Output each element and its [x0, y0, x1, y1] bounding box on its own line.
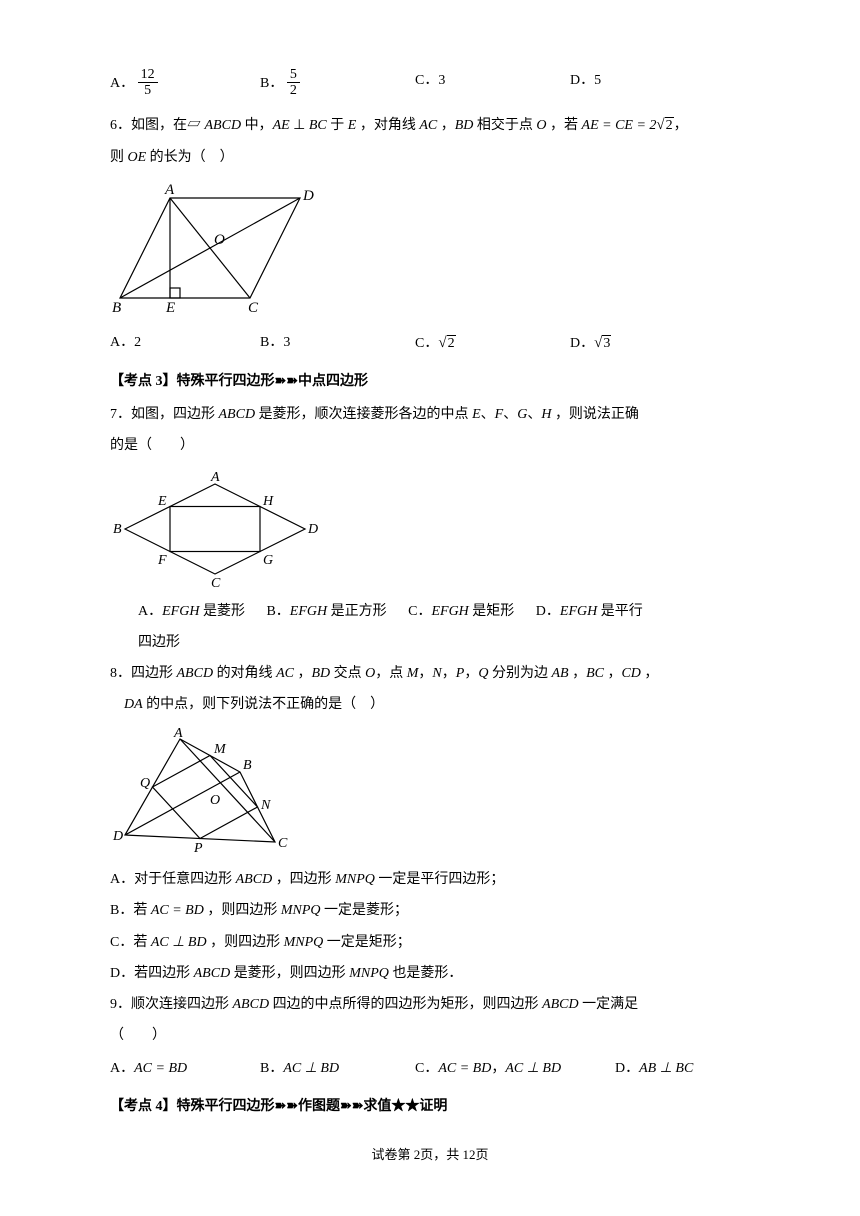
q9-opt-c: C．AC = BD，AC ⊥ BD — [415, 1056, 615, 1081]
q7-figure: A D C B E H F G — [110, 469, 750, 589]
fraction-12-5: 12 5 — [138, 67, 158, 99]
q5-opt-a: A． 12 5 — [110, 68, 260, 100]
svg-text:O: O — [210, 793, 220, 808]
q6-figure: A D B C E O — [110, 180, 750, 320]
q8-opt-d: D．若四边形 ABCD 是菱形，则四边形 MNPQ 也是菱形． — [110, 961, 750, 986]
svg-text:A: A — [173, 727, 183, 741]
q9-text: 9．顺次连接四边形 ABCD 四边的中点所得的四边形为矩形，则四边形 ABCD … — [110, 992, 750, 1017]
q6-opt-a: A．2 — [110, 330, 260, 357]
label-a: A． — [110, 76, 134, 91]
svg-text:C: C — [278, 836, 288, 851]
svg-text:N: N — [260, 798, 271, 813]
page-footer: 试卷第 2页，共 12页 — [110, 1143, 750, 1166]
section-4-title: 【考点 4】特殊平行四边形➽➽作图题➽➽求值★★证明 — [110, 1094, 750, 1119]
q8-figure: A B C D M N P Q O — [110, 727, 750, 857]
svg-text:H: H — [262, 494, 274, 509]
q6-opt-c: C．2 — [415, 330, 570, 357]
q6-text-line2: 则 OE 的长为（ ） — [110, 145, 750, 170]
q5-opt-c: C．3 — [415, 68, 570, 100]
q5-opt-d: D．5 — [570, 68, 601, 100]
q6-options: A．2 B．3 C．2 D．3 — [110, 330, 750, 357]
svg-text:B: B — [112, 300, 121, 316]
q7-opt-a: A．EFGH 是菱形 — [138, 604, 245, 619]
svg-text:F: F — [157, 553, 167, 568]
q8-text: 8．四边形 ABCD 的对角线 AC ，BD 交点 O，点 M，N，P，Q 分别… — [110, 661, 750, 686]
svg-text:E: E — [157, 494, 167, 509]
sqrt-icon: 3 — [594, 330, 611, 357]
svg-text:A: A — [164, 182, 175, 198]
q7-options: A．EFGH 是菱形 B．EFGH 是正方形 C．EFGH 是矩形 D．EFGH… — [138, 599, 750, 624]
q6-opt-b: B．3 — [260, 330, 415, 357]
sqrt-icon: 2 — [438, 330, 455, 357]
q7-opt-b: B．EFGH 是正方形 — [266, 604, 386, 619]
q6-opt-d: D．3 — [570, 330, 611, 357]
label-b: B． — [260, 76, 283, 91]
q7-text: 7．如图，四边形 ABCD 是菱形，顺次连接菱形各边的中点 E、F、G、H ，则… — [110, 402, 750, 427]
q5-opt-b: B． 5 2 — [260, 68, 415, 100]
q8-opt-b: B．若 AC = BD ，则四边形 MNPQ 一定是菱形； — [110, 898, 750, 923]
svg-text:B: B — [113, 522, 122, 537]
parallelogram-diagram: A D B C E O — [110, 180, 335, 320]
svg-text:D: D — [302, 188, 314, 204]
q8-text-line2: DA 的中点，则下列说法不正确的是（ ） — [110, 692, 750, 717]
q8-opt-c: C．若 AC ⊥ BD ，则四边形 MNPQ 一定是矩形； — [110, 930, 750, 955]
svg-text:G: G — [263, 553, 273, 568]
q7-text-line2: 的是（ ） — [110, 433, 750, 458]
q9-text-line2: （ ） — [110, 1023, 750, 1048]
rhombus-diagram: A D C B E H F G — [110, 469, 320, 589]
q7-opt-d-line2: 四边形 — [138, 630, 750, 655]
svg-text:E: E — [165, 300, 175, 316]
fraction-5-2: 5 2 — [287, 67, 300, 99]
q8-opt-a: A．对于任意四边形 ABCD ，四边形 MNPQ 一定是平行四边形； — [110, 867, 750, 892]
svg-text:C: C — [211, 576, 221, 589]
svg-text:M: M — [213, 742, 227, 757]
svg-text:D: D — [112, 829, 123, 844]
svg-text:C: C — [248, 300, 259, 316]
q9-opt-d: D．AB ⊥ BC — [615, 1056, 693, 1081]
svg-text:Q: Q — [140, 776, 150, 791]
q9-opt-a: A．AC = BD — [110, 1056, 260, 1081]
sqrt-icon: 2 — [656, 112, 673, 139]
q7-opt-d: D．EFGH 是平行 — [536, 604, 643, 619]
svg-text:O: O — [214, 232, 225, 248]
svg-text:P: P — [193, 841, 203, 856]
quadrilateral-diagram: A B C D M N P Q O — [110, 727, 305, 857]
svg-text:A: A — [210, 470, 220, 485]
svg-text:D: D — [307, 522, 318, 537]
q5-options: A． 12 5 B． 5 2 C．3 D．5 — [110, 68, 750, 100]
q7-opt-c: C．EFGH 是矩形 — [408, 604, 514, 619]
q6-text: 6．如图，在▱ ABCD 中，AE ⊥ BC 于 E ，对角线 AC ，BD 相… — [110, 112, 750, 139]
section-3-title: 【考点 3】特殊平行四边形➽➽中点四边形 — [110, 369, 750, 394]
q9-options: A．AC = BD B．AC ⊥ BD C．AC = BD，AC ⊥ BD D．… — [110, 1056, 750, 1081]
svg-text:B: B — [243, 758, 252, 773]
q9-opt-b: B．AC ⊥ BD — [260, 1056, 415, 1081]
